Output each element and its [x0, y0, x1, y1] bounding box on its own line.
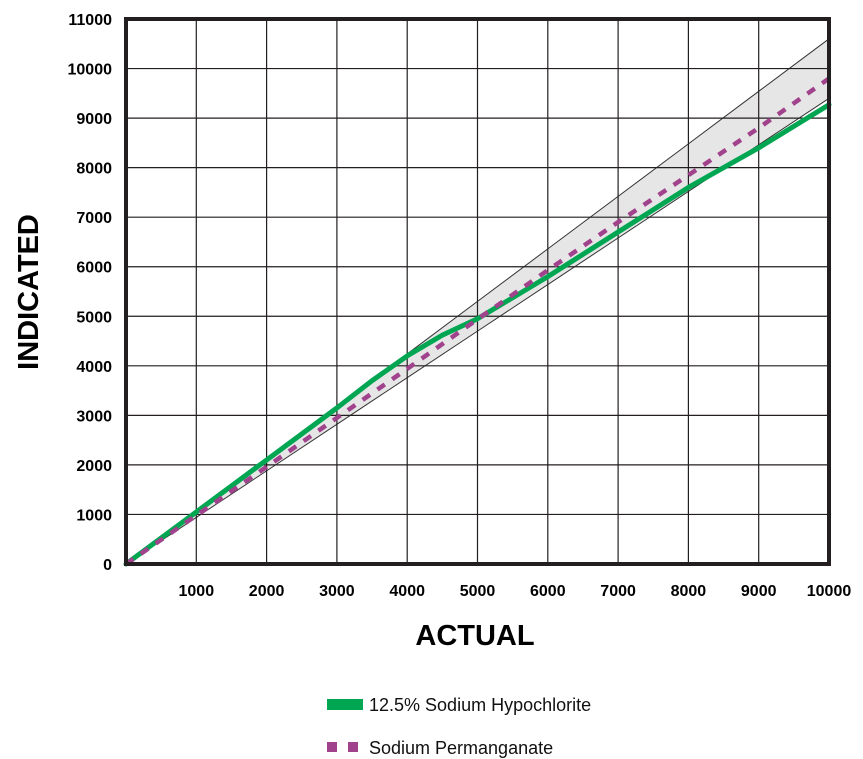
grid	[126, 19, 829, 564]
y-tick-label: 7000	[76, 210, 112, 227]
x-tick-label: 4000	[389, 583, 425, 600]
x-tick-label: 8000	[671, 583, 707, 600]
y-tick-label: 8000	[76, 161, 112, 178]
y-tick-label: 11000	[68, 12, 112, 29]
y-tick-label: 5000	[76, 309, 112, 326]
legend-swatch-1	[327, 699, 363, 710]
legend-label-2: Sodium Permanganate	[369, 738, 553, 758]
legend-label-1: 12.5% Sodium Hypochlorite	[369, 695, 591, 715]
y-tick-label: 6000	[76, 260, 112, 277]
x-axis-title: ACTUAL	[415, 620, 534, 652]
series-lines	[123, 76, 832, 567]
y-tick-label: 3000	[76, 408, 112, 425]
x-tick-label: 5000	[460, 583, 496, 600]
y-tick-label: 10000	[68, 62, 113, 79]
y-tick-label: 4000	[76, 359, 112, 376]
plot-frame	[124, 17, 831, 566]
x-tick-label: 1000	[179, 583, 215, 600]
x-tick-label: 3000	[319, 583, 355, 600]
y-tick-label: 9000	[76, 111, 112, 128]
y-tick-label: 1000	[76, 507, 112, 524]
x-tick-label: 2000	[249, 583, 285, 600]
legend: 12.5% Sodium Hypochlorite Sodium Permanga…	[327, 695, 591, 758]
y-tick-label: 0	[103, 557, 112, 574]
series-line-1	[123, 102, 832, 567]
x-axis-ticks: 1000 2000 3000 4000 5000 6000 7000 8000 9000 1000…	[179, 583, 852, 600]
y-axis-ticks: 0 1000 2000 3000 4000 5000 6000 7000 8000 9000 100…	[68, 12, 113, 574]
y-tick-label: 2000	[76, 458, 112, 475]
x-tick-label: 6000	[530, 583, 566, 600]
y-axis-title: INDICATED	[13, 214, 45, 370]
x-tick-label: 9000	[741, 583, 777, 600]
legend-swatch-2	[327, 742, 337, 752]
x-tick-label: 7000	[600, 583, 636, 600]
x-tick-label: 10000	[807, 583, 852, 600]
legend-swatch-2-b	[348, 742, 358, 752]
